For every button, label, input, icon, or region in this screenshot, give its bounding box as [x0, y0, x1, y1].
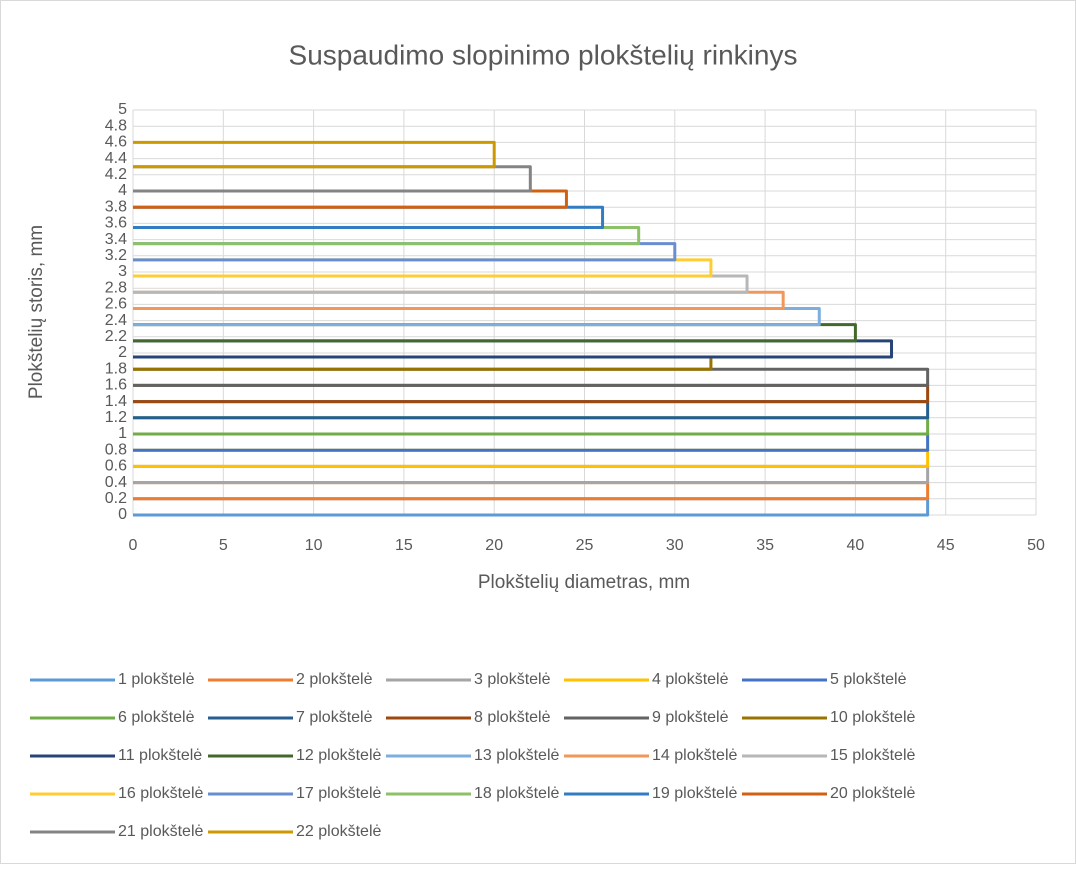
legend-label: 2 plokštelė [296, 671, 373, 688]
legend-label: 17 plokštelė [296, 785, 381, 802]
legend-label: 19 plokštelė [652, 785, 737, 802]
legend-label: 11 plokštelė [118, 747, 202, 764]
legend-label: 7 plokštelė [296, 709, 373, 726]
x-tick-label: 0 [129, 537, 138, 554]
y-tick-label: 3.6 [105, 215, 127, 232]
y-tick-label: 4.8 [105, 117, 127, 134]
x-tick-label: 5 [219, 537, 228, 554]
series-line [133, 140, 496, 169]
x-tick-label: 25 [576, 537, 594, 554]
y-tick-label: 3 [118, 263, 127, 280]
legend-label: 20 plokštelė [830, 785, 915, 802]
y-tick-label: 2.4 [105, 312, 127, 329]
legend-label: 14 plokštelė [652, 747, 737, 764]
legend-label: 6 plokštelė [118, 709, 195, 726]
y-tick-label: 3.8 [105, 198, 127, 215]
x-tick-label: 50 [1027, 537, 1045, 554]
legend-label: 21 plokštelė [118, 823, 203, 840]
legend-label: 5 plokštelė [830, 671, 907, 688]
x-axis-label: Plokštelių diametras, mm [478, 572, 690, 593]
y-axis-label: Plokštelių storis, mm [26, 225, 47, 399]
y-tick-label: 0 [118, 506, 127, 523]
y-tick-label: 0.8 [105, 441, 127, 458]
y-tick-label: 1.8 [105, 360, 127, 377]
legend-label: 9 plokštelė [652, 709, 729, 726]
y-tick-label: 1.6 [105, 377, 127, 394]
y-tick-label: 3.4 [105, 231, 127, 248]
legend-label: 22 plokštelė [296, 823, 381, 840]
legend-label: 8 plokštelė [474, 709, 551, 726]
y-tick-label: 4.4 [105, 150, 127, 167]
legend-label: 18 plokštelė [474, 785, 559, 802]
y-tick-label: 2.8 [105, 279, 127, 296]
x-tick-label: 30 [666, 537, 684, 554]
legend-label: 1 plokštelė [118, 671, 195, 688]
y-tick-label: 1.2 [105, 409, 127, 426]
y-tick-label: 2.2 [105, 328, 127, 345]
legend-label: 4 plokštelė [652, 671, 729, 688]
y-tick-label: 3.2 [105, 247, 127, 264]
y-tick-label: 0.4 [105, 474, 127, 491]
y-tick-label: 2 [118, 344, 127, 361]
y-tick-label: 2.6 [105, 296, 127, 313]
legend-label: 10 plokštelė [830, 709, 915, 726]
y-tick-label: 1.4 [105, 393, 127, 410]
y-tick-label: 4.6 [105, 134, 127, 151]
x-tick-label: 40 [847, 537, 865, 554]
y-tick-label: 0.2 [105, 490, 127, 507]
legend-label: 12 plokštelė [296, 747, 381, 764]
x-tick-label: 10 [305, 537, 323, 554]
x-tick-label: 45 [937, 537, 955, 554]
legend-label: 15 plokštelė [830, 747, 915, 764]
legend-label: 13 plokštelė [474, 747, 559, 764]
y-tick-label: 1 [118, 425, 127, 442]
legend-label: 16 plokštelė [118, 785, 203, 802]
x-tick-label: 20 [485, 537, 503, 554]
x-tick-label: 15 [395, 537, 413, 554]
y-tick-label: 0.6 [105, 458, 127, 475]
y-tick-label: 4 [118, 182, 127, 199]
legend-label: 3 plokštelė [474, 671, 551, 688]
chart-title: Suspaudimo slopinimo plokštelių rinkinys [289, 39, 798, 70]
x-tick-label: 35 [756, 537, 774, 554]
y-tick-label: 4.2 [105, 166, 127, 183]
y-tick-label: 5 [118, 101, 127, 118]
